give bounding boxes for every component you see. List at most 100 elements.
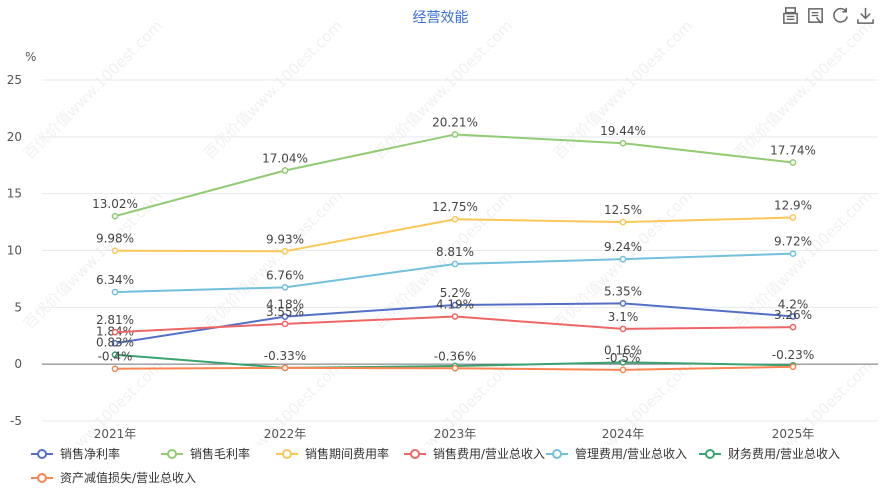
legend-label: 资产减值损失/营业总收入 xyxy=(60,471,197,485)
data-point xyxy=(111,247,119,255)
series-group: 9.98% 9.93% 12.75% 12.5% 12.9% xyxy=(96,199,812,255)
legend-label: 管理费用/营业总收入 xyxy=(575,447,688,461)
legend-swatch-icon xyxy=(276,448,298,459)
y-tick-label: 10 xyxy=(7,244,22,258)
data-label: 8.81% xyxy=(436,245,474,259)
watermark-text: 百优价值www.100est.com xyxy=(730,17,876,163)
data-point xyxy=(789,313,797,320)
data-label: 6.34% xyxy=(96,273,134,287)
legend-item[interactable]: 销售毛利率 xyxy=(160,445,250,462)
data-label: -0.36% xyxy=(434,349,476,363)
data-label: 6.76% xyxy=(266,268,304,282)
legend-item[interactable]: 财务费用/营业总收入 xyxy=(698,445,840,462)
data-point xyxy=(619,325,627,333)
legend-item[interactable]: 资产减值损失/营业总收入 xyxy=(30,469,196,486)
data-label: -0.4% xyxy=(98,350,133,364)
data-point xyxy=(789,159,797,166)
data-point xyxy=(281,313,289,321)
data-label: -0.23% xyxy=(772,348,814,362)
x-tick-label: 2021年 xyxy=(94,427,137,441)
legend-item[interactable]: 管理费用/营业总收入 xyxy=(545,445,687,462)
y-tick-label: -5 xyxy=(10,414,22,428)
data-point xyxy=(619,366,627,374)
data-label: 12.75% xyxy=(432,200,478,214)
legend-swatch-icon xyxy=(546,448,568,459)
data-point xyxy=(111,351,119,359)
data-label: 4.18% xyxy=(266,298,304,312)
data-point xyxy=(451,364,459,372)
data-label: 9.24% xyxy=(604,240,642,254)
data-label: 4.19% xyxy=(436,298,474,312)
series-group: 2.81% 3.55% 4.19% 3.1% 3.26% xyxy=(96,298,812,336)
data-label: 17.74% xyxy=(770,144,816,158)
data-point xyxy=(789,323,797,331)
legend-label: 销售期间费用率 xyxy=(305,447,390,461)
data-point xyxy=(281,283,289,291)
data-point xyxy=(451,131,459,138)
data-label: 20.21% xyxy=(432,115,478,129)
x-tick-label: 2023年 xyxy=(434,427,477,441)
data-point xyxy=(619,300,627,307)
data-label: 3.55% xyxy=(266,305,304,319)
data-point xyxy=(111,365,119,373)
legend-swatch-icon xyxy=(161,448,183,459)
y-tick-label: 15 xyxy=(7,187,22,201)
data-point xyxy=(111,328,119,336)
data-label: -0.33% xyxy=(264,349,306,363)
data-label: 17.04% xyxy=(262,151,308,165)
series-group: -0.4% -0.33% -0.36% -0.5% -0.23% xyxy=(98,348,814,374)
series-group: 13.02% 17.04% 20.21% 19.44% 17.74% xyxy=(92,115,816,220)
data-point xyxy=(451,260,459,268)
data-label: 19.44% xyxy=(600,124,646,138)
data-point xyxy=(111,339,119,347)
line-chart: 百优价值www.100est.com 百优价值www.100est.com 百优价值… xyxy=(7,17,878,445)
legend-swatch-icon xyxy=(699,448,721,459)
data-label: 4.2% xyxy=(778,297,809,311)
data-label: 13.02% xyxy=(92,197,138,211)
legend-label: 销售费用/营业总收入 xyxy=(433,447,546,461)
series-group: 1.84%4.18%5.2%5.35%4.2% xyxy=(96,284,809,347)
data-label: 12.5% xyxy=(604,203,642,217)
restore-icon[interactable] xyxy=(806,6,825,25)
data-label: 0.16% xyxy=(604,343,642,357)
data-label: 3.1% xyxy=(608,310,639,324)
data-view-icon[interactable] xyxy=(781,6,800,25)
data-label: 9.72% xyxy=(774,235,812,249)
data-label: 9.93% xyxy=(266,232,304,246)
chart-title: 经营效能 xyxy=(412,10,469,26)
legend-swatch-icon xyxy=(31,472,53,483)
data-point xyxy=(281,247,289,255)
data-point xyxy=(789,363,797,371)
x-tick-label: 2024年 xyxy=(602,427,645,441)
watermark: 百优价值www.100est.com 百优价值www.100est.com 百优价值… xyxy=(20,17,876,445)
y-tick-label: 20 xyxy=(7,130,22,144)
data-point xyxy=(619,218,627,226)
data-point xyxy=(281,320,289,328)
y-tick-label: 5 xyxy=(14,300,22,314)
data-point xyxy=(789,214,797,221)
data-label: 3.26% xyxy=(774,308,812,322)
data-point xyxy=(451,301,459,309)
data-point xyxy=(281,167,289,174)
legend-label: 销售净利率 xyxy=(60,447,121,461)
x-tick-label: 2022年 xyxy=(264,427,307,441)
data-point xyxy=(789,250,797,258)
refresh-icon[interactable] xyxy=(831,6,850,25)
legend-swatch-icon xyxy=(31,448,53,459)
data-label: 12.9% xyxy=(774,199,812,213)
data-label: 9.98% xyxy=(96,232,134,246)
legend-item[interactable]: 销售净利率 xyxy=(30,445,120,462)
legend-label: 销售毛利率 xyxy=(190,447,251,461)
download-icon[interactable] xyxy=(856,6,875,25)
legend-item[interactable]: 销售费用/营业总收入 xyxy=(403,445,545,462)
data-point xyxy=(451,215,459,223)
data-label: 2.81% xyxy=(96,313,134,327)
legend-item[interactable]: 销售期间费用率 xyxy=(275,445,389,462)
series-group: 6.34% 6.76% 8.81% 9.24% 9.72% xyxy=(96,235,812,296)
data-point xyxy=(619,358,627,366)
y-tick-label: 0 xyxy=(14,357,22,371)
data-point xyxy=(619,139,627,147)
y-tick-label: 25 xyxy=(7,73,22,87)
data-point xyxy=(451,313,459,320)
data-label: 5.35% xyxy=(604,284,642,298)
